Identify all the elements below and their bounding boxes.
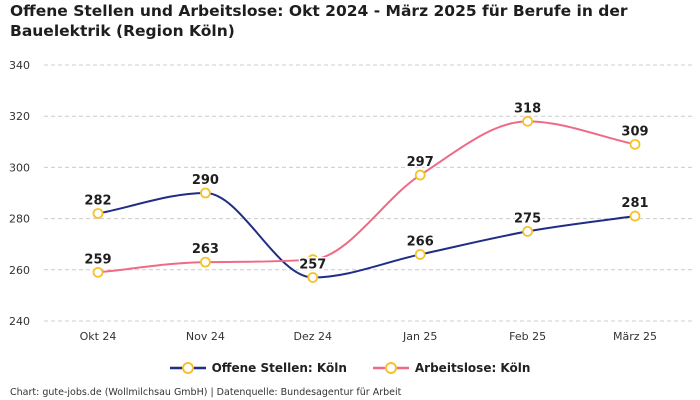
data-point-arbeitslose[interactable] (307, 254, 319, 265)
y-tick-label: 260 (9, 264, 30, 277)
x-tick-label: März 25 (613, 330, 657, 343)
data-point-offene-stellen[interactable] (522, 225, 533, 237)
data-label-arbeitslose: 259 (84, 252, 111, 267)
y-tick-label: 280 (9, 213, 30, 226)
data-point-arbeitslose[interactable] (522, 115, 533, 127)
data-label-arbeitslose: 297 (407, 155, 434, 170)
legend: Offene Stellen: Köln Arbeitslose: Köln (0, 361, 700, 375)
x-tick-label: Dez 24 (294, 330, 333, 343)
legend-label-arbeitslose: Arbeitslose: Köln (414, 361, 531, 375)
legend-item-arbeitslose[interactable]: Arbeitslose: Köln (372, 361, 531, 375)
data-label-offene-stellen: 290 (192, 173, 219, 188)
x-tick-label: Jan 25 (402, 330, 437, 343)
y-tick-label: 240 (9, 315, 30, 328)
data-label-arbeitslose: 309 (621, 124, 648, 139)
data-point-offene-stellen[interactable] (92, 208, 104, 219)
data-point-offene-stellen[interactable] (307, 272, 319, 283)
series-line-offene-stellen (97, 191, 636, 279)
legend-swatch-offene-stellen (169, 362, 206, 374)
series-line-arbeitslose (97, 120, 636, 274)
data-point-offene-stellen[interactable] (629, 210, 641, 222)
x-tick-label: Feb 25 (509, 330, 546, 343)
chart-source-footer: Chart: gute-jobs.de (Wollmilchsau GmbH) … (10, 387, 402, 398)
data-label-arbeitslose: 318 (514, 101, 541, 116)
data-label-offene-stellen: 282 (84, 193, 111, 208)
legend-item-offene-stellen[interactable]: Offene Stellen: Köln (169, 361, 347, 375)
data-point-arbeitslose[interactable] (629, 138, 641, 150)
data-point-arbeitslose[interactable] (199, 256, 211, 268)
data-point-arbeitslose[interactable] (414, 169, 426, 181)
legend-swatch-arbeitslose (372, 362, 409, 374)
data-label-offene-stellen: 257 (299, 257, 326, 272)
data-label-offene-stellen: 266 (407, 234, 434, 249)
y-tick-label: 300 (9, 161, 30, 174)
data-label-arbeitslose: 263 (192, 242, 219, 257)
y-tick-label: 340 (9, 59, 30, 72)
data-point-offene-stellen[interactable] (414, 249, 426, 260)
data-label-offene-stellen: 275 (514, 211, 541, 226)
data-point-offene-stellen[interactable] (199, 187, 211, 199)
data-point-arbeitslose[interactable] (92, 266, 104, 278)
x-tick-label: Nov 24 (186, 330, 225, 343)
x-tick-label: Okt 24 (80, 330, 117, 343)
y-tick-label: 320 (9, 110, 30, 123)
chart-title: Offene Stellen und Arbeitslose: Okt 2024… (10, 2, 628, 40)
data-label-offene-stellen: 281 (621, 196, 648, 211)
legend-label-offene-stellen: Offene Stellen: Köln (211, 361, 347, 375)
